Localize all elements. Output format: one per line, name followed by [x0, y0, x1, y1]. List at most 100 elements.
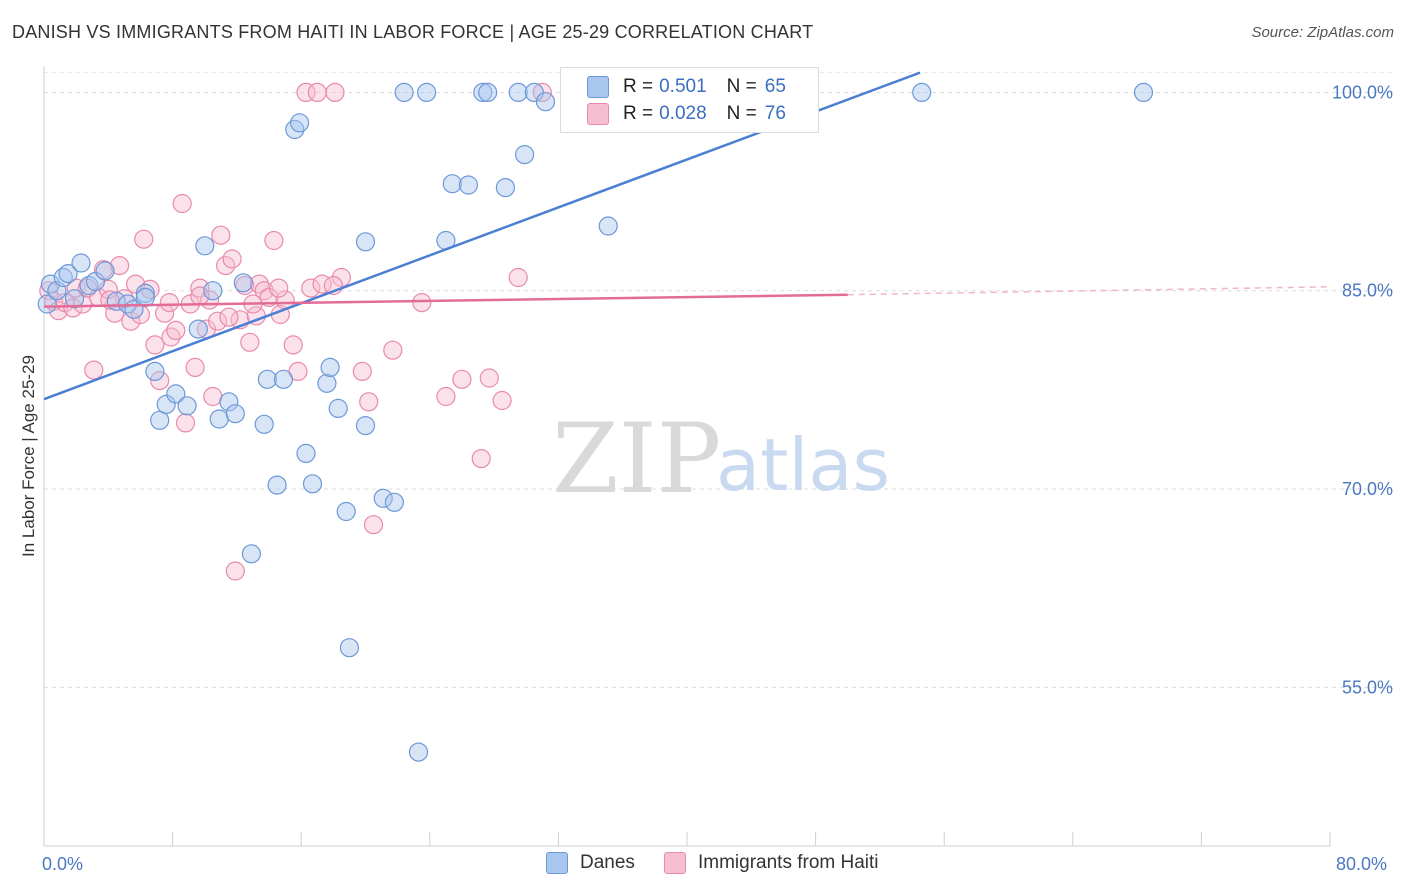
y-tick-label: 70.0%: [1342, 479, 1393, 499]
haiti-point: [269, 278, 289, 298]
legend-row-haiti: R = 0.028 N = 76: [587, 101, 786, 127]
haiti-point: [166, 320, 186, 340]
haiti-point: [301, 278, 321, 298]
haiti-point: [492, 390, 512, 411]
danes-point: [514, 145, 535, 165]
danes-point: [408, 742, 429, 762]
danes-point: [150, 410, 170, 430]
danes-point: [598, 216, 618, 236]
watermark-zip: ZIP: [552, 403, 721, 515]
haiti-point: [412, 293, 432, 313]
danes-point: [225, 404, 245, 424]
legend-r-value: 0.501: [659, 76, 707, 97]
danes-point: [267, 475, 287, 495]
danes-point: [219, 392, 239, 412]
danes-point: [317, 373, 337, 393]
series-swatch-danes: [546, 852, 568, 874]
haiti-point: [208, 311, 228, 331]
haiti-point: [222, 249, 242, 269]
haiti-point: [211, 225, 231, 245]
haiti-point: [383, 340, 403, 360]
y-tick-labels: 100.0% 85.0% 70.0% 55.0%: [1332, 82, 1393, 697]
gridlines: [44, 72, 1392, 688]
correlation-legend: R = 0.501 N = 65 R = 0.028 N = 76: [560, 67, 819, 133]
haiti-point: [352, 361, 372, 381]
haiti-point: [283, 335, 303, 355]
danes-point: [71, 253, 91, 273]
danes-point: [135, 283, 155, 303]
series-legend: Danes Immigrants from Haiti: [0, 852, 1406, 876]
haiti-point: [225, 561, 245, 581]
haiti-point: [452, 369, 472, 389]
danes-point: [328, 398, 348, 418]
haiti-point: [134, 229, 154, 249]
legend-r-label: R =: [623, 76, 654, 97]
danes-point: [355, 416, 376, 436]
y-axis-label: In Labor Force | Age 25-29: [19, 355, 38, 557]
danes-point: [290, 113, 310, 133]
danes-point: [1133, 82, 1154, 103]
legend-n-label: N =: [726, 76, 757, 97]
haiti-point: [240, 332, 260, 352]
haiti-point: [307, 82, 327, 103]
danes-point: [241, 544, 261, 564]
series-legend-danes[interactable]: Danes: [546, 852, 635, 874]
danes-point: [166, 384, 186, 404]
danes-point: [145, 361, 165, 381]
danes-point: [508, 82, 528, 103]
zipatlas-watermark: ZIP atlas: [552, 403, 890, 515]
danes-point: [296, 443, 316, 463]
danes-point: [478, 82, 498, 103]
legend-r-label: R =: [623, 103, 654, 124]
chart-source: Source: ZipAtlas.com: [1251, 24, 1394, 41]
danes-point: [257, 369, 277, 389]
haiti-point: [172, 193, 192, 214]
danes-point: [95, 261, 115, 281]
danes-point: [233, 273, 253, 293]
danes-point: [336, 501, 356, 522]
danes-point: [85, 271, 106, 292]
danes-point: [195, 236, 215, 256]
danes-point: [442, 174, 462, 194]
danes-point: [135, 287, 155, 307]
y-tick-label: 55.0%: [1342, 677, 1393, 697]
haiti-point: [159, 293, 179, 313]
haiti-point: [436, 386, 456, 407]
legend-n-label: N =: [726, 103, 757, 124]
haiti-point: [203, 386, 223, 407]
haiti-point: [479, 368, 499, 388]
haiti-point: [185, 357, 205, 377]
haiti-point: [296, 82, 316, 103]
danes-point: [417, 82, 437, 103]
danes-point: [254, 414, 274, 434]
danes-point: [64, 289, 85, 309]
danes-point: [37, 294, 57, 314]
haiti-trend-line: [43, 293, 848, 308]
x-tick-label-max: 80.0%: [1336, 854, 1387, 874]
danes-point: [495, 178, 515, 198]
haiti-point: [331, 267, 351, 288]
series-legend-haiti[interactable]: Immigrants from Haiti: [664, 852, 879, 874]
haiti-trend-extension: [847, 286, 1331, 296]
danes-point: [203, 281, 223, 301]
danes-point: [302, 474, 323, 494]
danes-point: [373, 488, 393, 508]
data-points: [37, 82, 1154, 762]
haiti-point: [150, 371, 170, 391]
haiti-point: [109, 256, 130, 276]
legend-r-value: 0.028: [659, 103, 707, 124]
danes-point: [458, 175, 478, 195]
danes-point: [177, 396, 197, 416]
series-swatch-haiti: [664, 852, 686, 874]
danes-point: [355, 232, 376, 252]
danes-point: [58, 264, 78, 284]
haiti-point: [264, 230, 284, 251]
haiti-point: [288, 361, 308, 381]
danes-point: [209, 409, 229, 429]
haiti-point: [145, 335, 165, 355]
legend-row-danes: R = 0.501 N = 65: [587, 74, 786, 100]
danes-point: [339, 638, 359, 658]
haiti-point: [363, 515, 384, 535]
haiti-point: [219, 307, 239, 327]
danes-point: [473, 82, 493, 103]
